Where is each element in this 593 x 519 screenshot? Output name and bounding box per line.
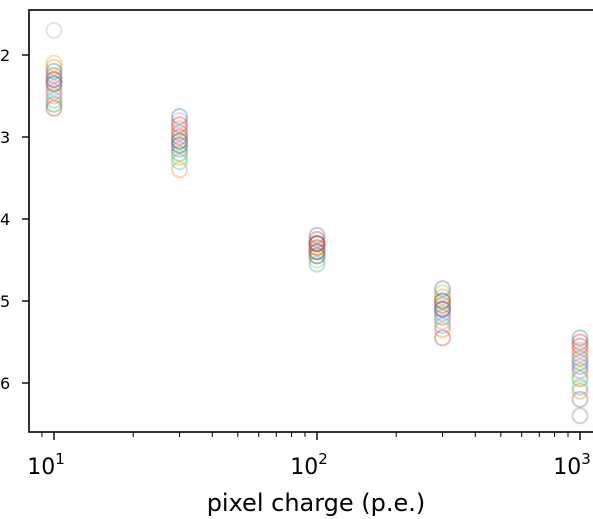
data-point xyxy=(308,247,326,265)
data-point xyxy=(434,280,451,298)
data-point xyxy=(571,358,589,376)
data-point xyxy=(308,251,326,269)
y-ticks xyxy=(22,54,29,384)
data-point xyxy=(308,235,326,253)
data-point xyxy=(571,378,589,396)
data-point xyxy=(571,333,589,351)
data-point xyxy=(571,370,589,388)
data-point xyxy=(434,321,451,339)
data-point xyxy=(571,390,589,408)
data-points xyxy=(45,21,589,425)
data-point xyxy=(171,136,188,154)
data-point xyxy=(308,243,326,261)
x-ticks: 101 102 103 xyxy=(27,432,591,480)
data-point xyxy=(571,349,589,367)
data-point xyxy=(45,95,63,113)
data-point xyxy=(45,62,63,80)
data-point xyxy=(45,71,63,89)
data-point xyxy=(434,304,451,322)
data-point xyxy=(171,112,188,130)
data-point xyxy=(434,313,451,330)
data-point xyxy=(171,136,188,154)
data-point xyxy=(45,99,63,117)
y-tick-label: 3 xyxy=(0,128,10,147)
data-point xyxy=(171,124,188,142)
data-point xyxy=(308,235,326,253)
data-point xyxy=(571,341,589,359)
data-point xyxy=(434,288,451,306)
y-tick-labels: 2 3 4 5 6 xyxy=(0,46,10,393)
data-point xyxy=(45,21,63,39)
y-tick-label: 5 xyxy=(0,292,10,311)
data-point xyxy=(308,231,326,248)
data-point xyxy=(434,329,451,347)
data-point xyxy=(434,317,451,335)
data-point xyxy=(308,231,326,248)
data-point xyxy=(45,79,63,97)
data-point xyxy=(45,83,63,101)
data-point xyxy=(171,120,188,138)
x-tick-label: 103 xyxy=(553,450,591,480)
x-axis-label: pixel charge (p.e.) xyxy=(207,489,426,517)
axes-frame xyxy=(28,9,593,433)
data-point xyxy=(171,140,188,158)
data-point xyxy=(434,308,451,326)
data-point xyxy=(571,366,589,384)
data-point xyxy=(171,128,188,146)
data-point xyxy=(45,58,63,76)
data-point xyxy=(308,226,326,244)
data-point xyxy=(45,54,63,72)
x-tick-label: 102 xyxy=(290,450,328,480)
data-point xyxy=(45,91,63,109)
data-point xyxy=(434,292,451,310)
data-point xyxy=(434,300,451,318)
data-point xyxy=(571,337,589,355)
data-point xyxy=(45,67,63,84)
data-point xyxy=(171,108,188,125)
data-point xyxy=(171,116,188,134)
y-tick-label: 4 xyxy=(0,210,10,229)
data-point xyxy=(308,239,326,257)
data-point xyxy=(171,153,188,171)
data-point xyxy=(434,292,451,310)
data-point xyxy=(171,132,188,150)
data-point xyxy=(571,354,589,371)
data-point xyxy=(571,407,589,425)
data-point xyxy=(434,284,451,302)
data-point xyxy=(308,255,326,273)
data-point xyxy=(45,87,63,105)
data-point xyxy=(308,239,326,257)
data-point xyxy=(308,243,326,261)
data-point xyxy=(308,243,326,261)
y-tick-label: 6 xyxy=(0,374,10,393)
data-point xyxy=(308,247,326,265)
data-point xyxy=(434,300,451,318)
data-point xyxy=(45,71,63,89)
data-point xyxy=(571,382,589,400)
data-point xyxy=(571,345,589,363)
data-point xyxy=(571,362,589,380)
data-point xyxy=(571,329,589,347)
x-tick-label: 101 xyxy=(27,450,65,480)
data-point xyxy=(171,149,188,166)
y-tick-label: 2 xyxy=(0,46,10,65)
data-point xyxy=(171,132,188,150)
data-point xyxy=(434,300,451,318)
data-point xyxy=(171,161,188,179)
data-point xyxy=(45,75,63,93)
data-point xyxy=(308,235,326,253)
data-point xyxy=(45,75,63,93)
data-point xyxy=(171,144,188,162)
data-point xyxy=(434,296,451,314)
